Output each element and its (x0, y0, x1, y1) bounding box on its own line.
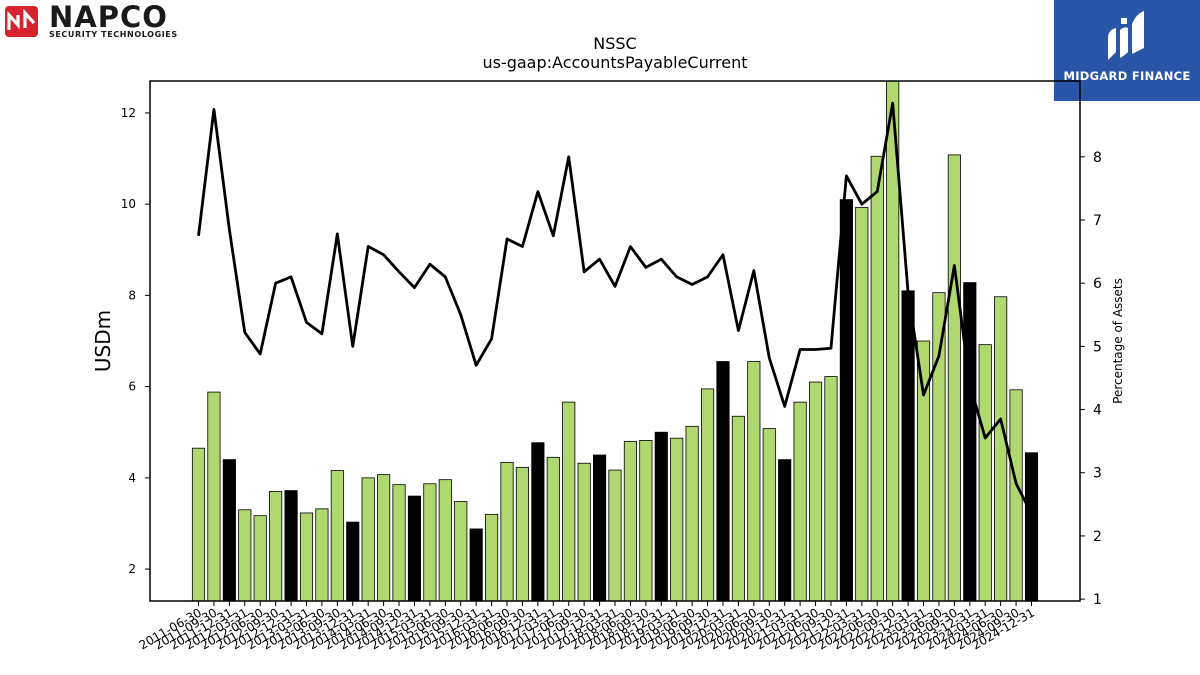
napco-logo-name: NAPCO (49, 0, 168, 34)
bar (932, 292, 946, 602)
bar (515, 466, 530, 602)
bar (438, 479, 452, 602)
bar (361, 477, 375, 602)
bar (994, 296, 1008, 602)
bar (747, 361, 761, 602)
bar (546, 456, 560, 602)
bar (700, 388, 715, 602)
right-y-axis: 1 2 3 4 5 6 7 8 (1080, 150, 1102, 608)
bar (191, 447, 206, 602)
chart-subtitle: us-gaap:AccountsPayableCurrent (482, 53, 747, 72)
y-tick-label: 8 (128, 288, 136, 302)
bar (423, 483, 437, 602)
bar (299, 512, 314, 602)
bar (808, 381, 823, 602)
bar (839, 199, 853, 602)
bar (253, 515, 267, 602)
bar (330, 470, 344, 602)
napco-logo: NAPCO SECURITY TECHNOLOGIES (5, 0, 210, 40)
y2-tick-label: 6 (1093, 276, 1102, 292)
bar (870, 155, 884, 602)
bar (562, 401, 576, 602)
bar (855, 206, 869, 602)
midgard-finance-logo-name: MIDGARD FINANCE (1063, 69, 1191, 83)
chart-title: NSSC (593, 34, 636, 53)
bar (963, 282, 977, 602)
bar (716, 361, 730, 602)
y-tick-label: 4 (128, 471, 136, 485)
y2-axis-label: Percentage of Assets (1111, 278, 1125, 404)
bar (238, 509, 252, 602)
bar (1024, 452, 1039, 602)
bar (315, 508, 329, 602)
bar (392, 484, 406, 602)
y-tick-label: 6 (128, 380, 136, 394)
bar-series (191, 80, 1039, 602)
bar (824, 376, 838, 602)
y-tick-label: 12 (121, 106, 136, 120)
bar (978, 344, 992, 602)
bar (377, 474, 391, 602)
bar (901, 290, 915, 602)
napco-logo-subtitle: SECURITY TECHNOLOGIES (49, 30, 178, 39)
bar (593, 454, 607, 602)
bar (793, 401, 807, 602)
bar (485, 513, 499, 602)
bar (454, 501, 468, 602)
y-tick-label: 10 (121, 197, 136, 211)
bar (269, 491, 283, 602)
y2-tick-label: 3 (1093, 466, 1102, 482)
bar (639, 440, 653, 602)
y-axis-label: USDm (91, 310, 115, 372)
bar (947, 154, 961, 602)
y2-tick-label: 4 (1093, 403, 1102, 419)
bar (670, 437, 684, 602)
bar (916, 340, 931, 602)
bar (346, 521, 360, 602)
percentage-line (197, 101, 1033, 515)
bar (222, 459, 236, 602)
bar (407, 495, 422, 602)
left-y-axis: 2 4 6 8 10 12 (121, 106, 150, 576)
midgard-finance-logo: MIDGARD FINANCE (1054, 0, 1200, 101)
bar (284, 490, 298, 602)
y2-tick-label: 7 (1093, 213, 1102, 229)
bar (1009, 389, 1023, 602)
bar (207, 391, 221, 602)
bar (778, 459, 792, 602)
bar (762, 428, 776, 602)
bar (577, 462, 591, 602)
bar (654, 431, 668, 602)
napco-logo-icon (5, 6, 38, 37)
bar (608, 469, 622, 602)
bar (623, 440, 638, 602)
y2-tick-label: 8 (1093, 150, 1102, 166)
percentage-line-series (197, 101, 1033, 515)
bar (531, 442, 545, 602)
midgard-finance-logo-icon (1108, 11, 1144, 60)
y2-tick-label: 1 (1093, 592, 1102, 608)
bar (685, 425, 699, 602)
bar (500, 461, 514, 602)
y2-tick-label: 2 (1093, 529, 1102, 545)
x-axis: 2011-06-302011-09-302011-12-312012-03-31… (137, 601, 1037, 652)
bar (469, 528, 483, 602)
bar (731, 415, 745, 602)
y2-tick-label: 5 (1093, 339, 1102, 355)
y-tick-label: 2 (128, 562, 136, 576)
